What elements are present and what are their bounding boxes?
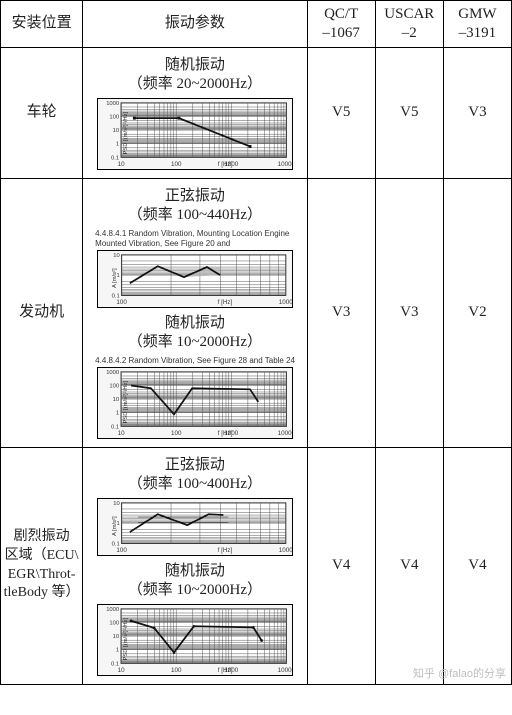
svg-text:f [Hz]: f [Hz] [218,430,233,437]
cell-std3: V2 [443,178,511,447]
psd-graph: 10100100010000f [Hz]0.11101001000PSD [(m… [97,604,293,676]
vibration-section: 随机振动（频率 10~2000Hz） 10 100 1000 10000 f [Hz] 0.… [89,562,300,676]
svg-text:f [Hz]: f [Hz] [218,161,233,168]
svg-text:10: 10 [113,397,120,403]
svg-text:10: 10 [113,128,120,134]
svg-text:10: 10 [113,500,119,506]
vibration-title: 正弦振动（频率 100~440Hz） [89,187,300,226]
svg-text:100: 100 [109,383,119,389]
svg-text:1: 1 [116,410,119,416]
cell-std2: V3 [375,178,443,447]
svg-text:1000: 1000 [279,547,292,554]
table-row: 发动机正弦振动（频率 100~440Hz） 4.4.8.4.1 Random Vi… [1,178,512,447]
vibration-section: 正弦振动（频率 100~400Hz）1001000f [Hz]0.1110A [… [89,456,300,556]
svg-text:10: 10 [113,634,120,640]
cell-std2: V4 [375,447,443,684]
psd-graph: 1001000f [Hz]0.1110A [m/s²] [97,250,293,308]
svg-text:10: 10 [117,430,125,437]
vibration-title: 随机振动（频率 10~2000Hz） [89,314,300,353]
psd-graph: 10100100010000f [Hz]0.11101001000PSD [(m… [97,367,293,439]
svg-text:100: 100 [171,667,182,674]
svg-text:PSD [(m/s²)²/Hz]: PSD [(m/s²)²/Hz] [123,380,129,423]
graph-caption: 4.4.8.4.1 Random Vibration, Mounting Loc… [89,229,300,249]
graph-caption: 4.4.8.4.2 Random Vibration, See Figure 2… [89,356,300,366]
svg-text:f [Hz]: f [Hz] [218,667,233,674]
svg-text:0.1: 0.1 [111,155,119,161]
vibration-title: 随机振动（频率 20~2000Hz） [89,56,300,95]
cell-std1: V5 [307,47,375,178]
svg-text:1000: 1000 [106,100,120,106]
header-std1: QC/T–1067 [307,1,375,48]
vibration-section: 随机振动（频率 20~2000Hz） 10 100 1000 10000 f [Hz] 0.… [89,56,300,170]
vibration-section: 正弦振动（频率 100~440Hz） 4.4.8.4.1 Random Vibra… [89,187,300,308]
svg-text:0.1: 0.1 [111,424,119,430]
svg-text:f [Hz]: f [Hz] [217,547,232,554]
table-row: 剧烈振动区域（ECU\EGR\Throt-tleBody 等）正弦振动（频率 1… [1,447,512,684]
cell-location: 发动机 [1,178,83,447]
header-std2: USCAR–2 [375,1,443,48]
cell-std1: V4 [307,447,375,684]
header-row: 安装位置 振动参数 QC/T–1067 USCAR–2 GMW–3191 [1,1,512,48]
svg-text:10: 10 [113,252,119,258]
svg-text:10000: 10000 [278,430,292,437]
svg-text:100: 100 [116,299,127,306]
svg-text:10: 10 [117,667,125,674]
cell-location: 车轮 [1,47,83,178]
cell-location: 剧烈振动区域（ECU\EGR\Throt-tleBody 等） [1,447,83,684]
header-std3: GMW–3191 [443,1,511,48]
cell-std3: V4 [443,447,511,684]
svg-text:100: 100 [109,620,119,626]
header-location: 安装位置 [1,1,83,48]
svg-text:100: 100 [171,430,182,437]
cell-param: 正弦振动（频率 100~440Hz） 4.4.8.4.1 Random Vibra… [83,178,307,447]
watermark: 知乎 @falao的分享 [413,665,506,681]
vibration-title: 正弦振动（频率 100~400Hz） [89,456,300,495]
svg-text:100: 100 [116,547,127,554]
cell-param: 正弦振动（频率 100~400Hz） 100 1000 f [Hz] 0.1 1 10 A [… [83,447,307,684]
svg-text:10: 10 [117,161,125,168]
psd-graph: 10100100010000f [Hz]0.11101001000PSD [(m… [97,98,293,170]
svg-text:1000: 1000 [106,606,120,612]
svg-text:0.1: 0.1 [112,293,120,299]
vibration-section: 随机振动（频率 10~2000Hz） 4.4.8.4.2 Random Vibra… [89,314,300,439]
svg-text:1000: 1000 [106,369,120,375]
cell-std1: V3 [307,178,375,447]
cell-param: 随机振动（频率 20~2000Hz） 10 100 1000 10000 f [Hz] 0.… [83,47,307,178]
svg-text:A [m/s²]: A [m/s²] [112,268,118,288]
header-param: 振动参数 [83,1,307,48]
vibration-title: 随机振动（频率 10~2000Hz） [89,562,300,601]
psd-graph: 1001000f [Hz]0.1110A [m/s²] [97,498,293,556]
svg-text:1000: 1000 [279,299,292,306]
svg-text:f [Hz]: f [Hz] [217,299,232,306]
cell-std3: V3 [443,47,511,178]
svg-text:100: 100 [171,161,182,168]
svg-text:10000: 10000 [278,667,292,674]
svg-text:PSD [(m/s²)²/Hz]: PSD [(m/s²)²/Hz] [123,111,129,154]
svg-text:A [m/s²]: A [m/s²] [112,516,118,536]
svg-text:0.1: 0.1 [112,541,120,547]
svg-text:0.1: 0.1 [111,661,119,667]
svg-text:100: 100 [109,114,119,120]
table-body: 车轮随机振动（频率 20~2000Hz） 10 100 1000 10000 f [Hz]… [1,47,512,684]
svg-text:10000: 10000 [278,161,292,168]
table-row: 车轮随机振动（频率 20~2000Hz） 10 100 1000 10000 f [Hz]… [1,47,512,178]
cell-std2: V5 [375,47,443,178]
svg-text:1: 1 [116,141,119,147]
svg-text:PSD [(m/s²)²/Hz]: PSD [(m/s²)²/Hz] [123,617,129,660]
vibration-spec-table: 安装位置 振动参数 QC/T–1067 USCAR–2 GMW–3191 车轮随… [0,0,512,685]
svg-text:1: 1 [116,647,119,653]
